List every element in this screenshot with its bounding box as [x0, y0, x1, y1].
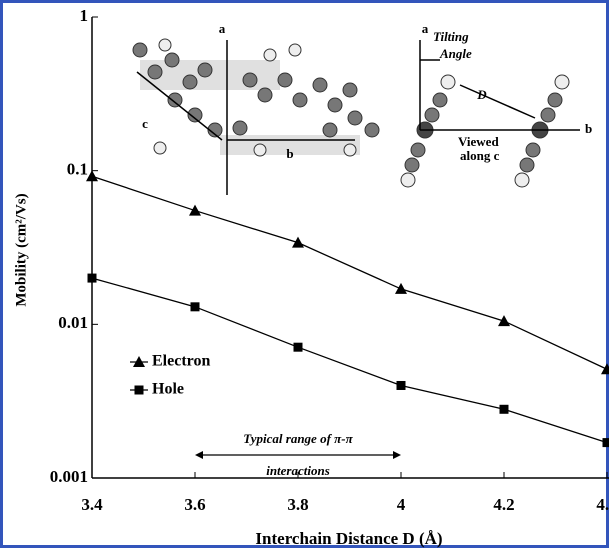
annotation: interactions — [266, 463, 330, 478]
inset-label: c — [142, 116, 148, 131]
inset-label: Angle — [439, 46, 472, 61]
y-tick-label: 1 — [80, 6, 89, 25]
legend-label: Electron — [152, 353, 210, 370]
marker — [603, 438, 609, 447]
x-axis-title: Interchain Distance D (Å) — [255, 529, 442, 548]
marker — [294, 343, 303, 352]
legend-marker — [135, 386, 144, 395]
series-line — [92, 176, 607, 369]
y-tick-label: 0.1 — [67, 160, 88, 179]
inset-label: a — [219, 21, 226, 36]
marker — [500, 405, 509, 414]
inset-label: b — [585, 121, 592, 136]
inset-label: Tilting — [433, 29, 469, 44]
marker — [397, 381, 406, 390]
marker — [498, 315, 510, 326]
annotation: Typical range of π-π — [243, 431, 353, 446]
chart: 0.001 0.01 0.1 1 3.4 3.6 3.8 4 4.2 4.4 Interchain … — [0, 0, 609, 548]
inset-label: b — [286, 146, 293, 161]
marker — [601, 363, 609, 374]
x-tick-label: 3.4 — [81, 495, 103, 514]
x-tick-label: 3.8 — [287, 495, 308, 514]
x-tick-label: 4.2 — [493, 495, 514, 514]
inset-label: along c — [460, 148, 500, 163]
marker — [189, 205, 201, 216]
y-axis-title: Mobility (cm²/Vs) — [13, 193, 29, 306]
x-tick-label: 3.6 — [184, 495, 205, 514]
x-tick-label: 4.4 — [596, 495, 609, 514]
molecule-inset — [133, 39, 569, 187]
legend-label: Hole — [152, 381, 184, 398]
marker — [191, 302, 200, 311]
inset-label: Viewed — [458, 134, 499, 149]
marker — [395, 283, 407, 294]
x-tick-label: 4 — [397, 495, 406, 514]
inset-label: D — [476, 87, 487, 102]
inset-label: a — [422, 21, 429, 36]
y-tick-label: 0.001 — [50, 467, 88, 486]
y-tick-label: 0.01 — [58, 313, 88, 332]
marker — [88, 274, 97, 283]
marker — [292, 237, 304, 248]
